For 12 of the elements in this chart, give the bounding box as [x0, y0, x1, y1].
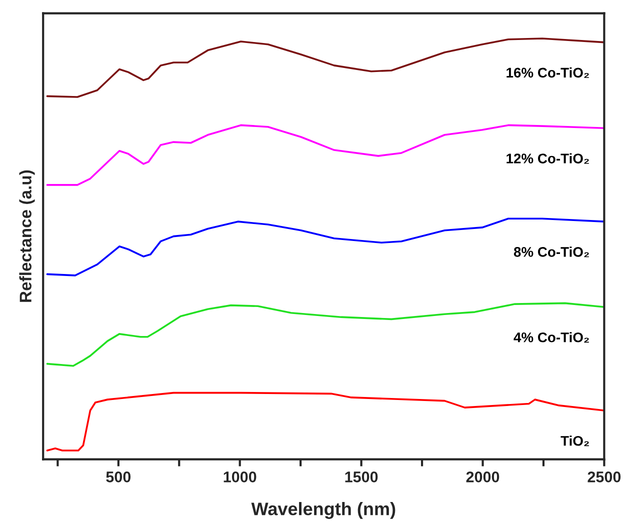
series-label: 4% Co-TiO₂	[514, 332, 589, 343]
y-axis-title: Reflectance (a.u)	[19, 170, 35, 302]
x-tick-label: 1000	[224, 472, 256, 482]
series-label: 12% Co-TiO₂	[506, 153, 589, 164]
x-tick-label: 2500	[588, 472, 621, 482]
x-tick-label: 1500	[345, 472, 378, 482]
series-label: 16% Co-TiO₂	[506, 67, 589, 78]
series-label: TiO₂	[560, 436, 589, 446]
series-label: 8% Co-TiO₂	[514, 246, 589, 258]
x-axis-title: Wavelength (nm)	[251, 502, 396, 519]
x-tick-label: 500	[106, 472, 131, 482]
x-tick-label: 2000	[466, 472, 500, 482]
